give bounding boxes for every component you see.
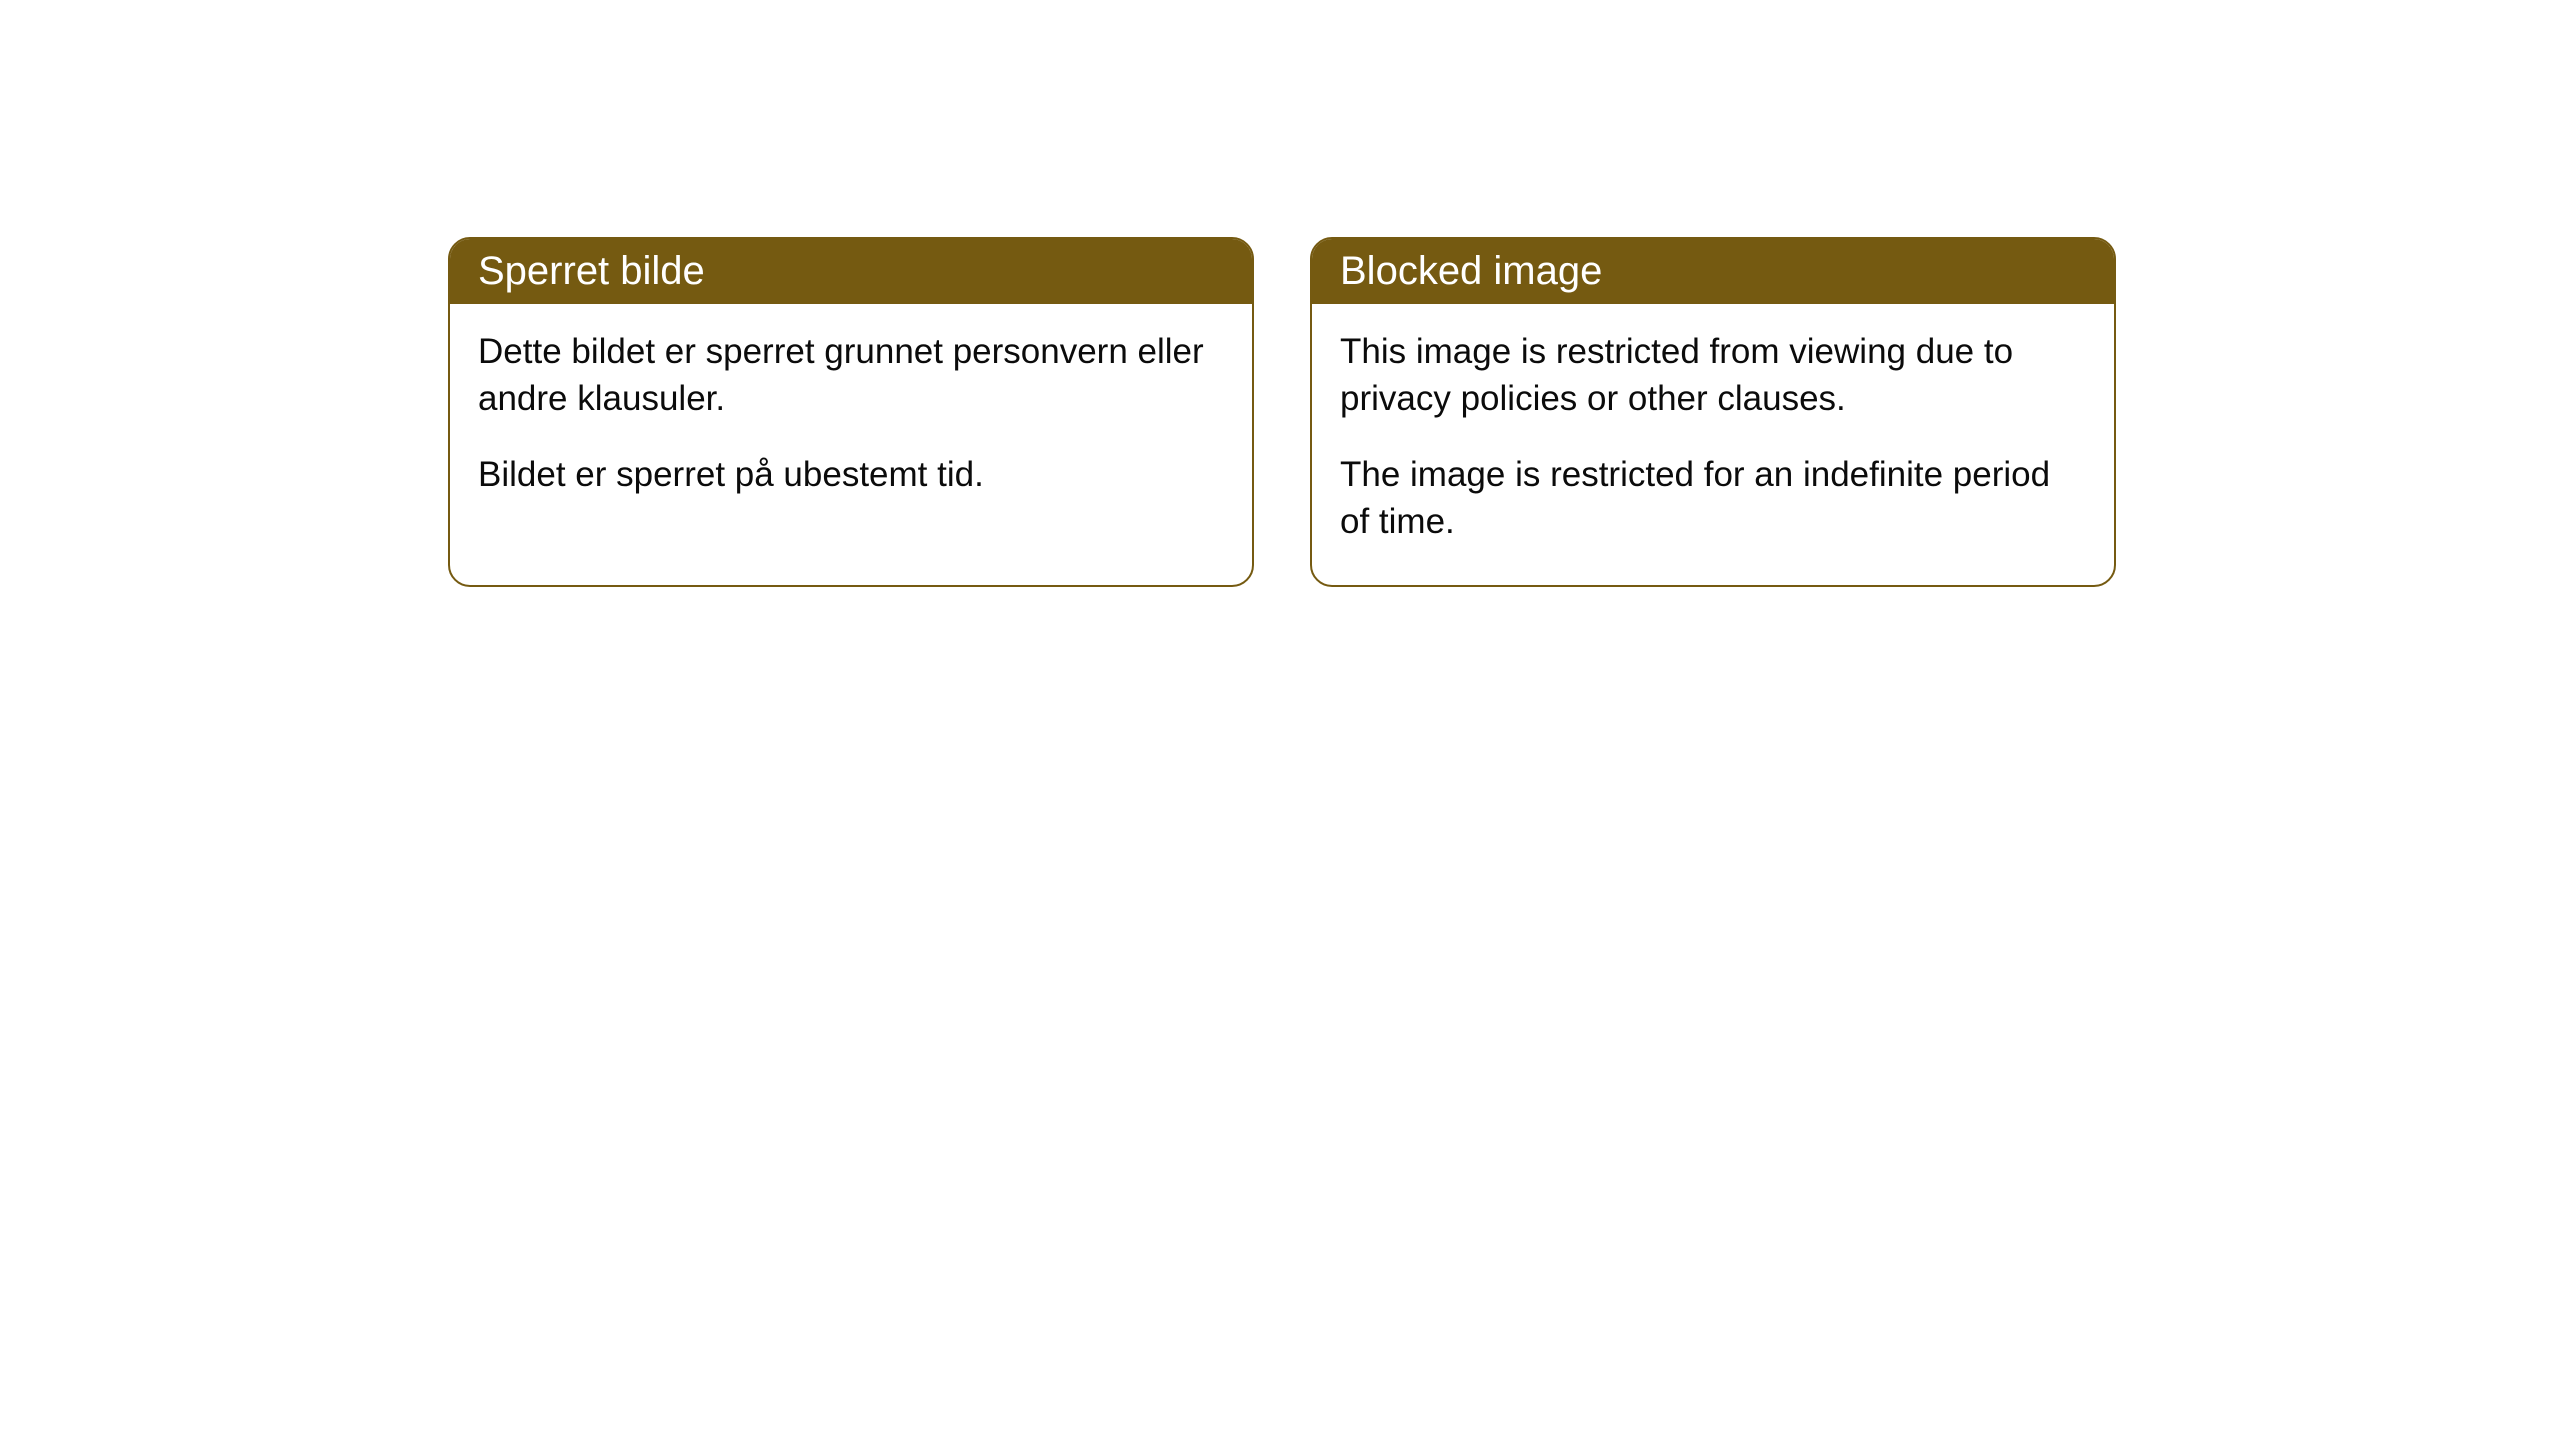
card-paragraph: Bildet er sperret på ubestemt tid. bbox=[478, 451, 1224, 498]
notice-card-english: Blocked image This image is restricted f… bbox=[1310, 237, 2116, 587]
card-paragraph: The image is restricted for an indefinit… bbox=[1340, 451, 2086, 546]
notice-cards-container: Sperret bilde Dette bildet er sperret gr… bbox=[448, 237, 2116, 587]
card-title: Sperret bilde bbox=[478, 249, 705, 293]
card-header: Blocked image bbox=[1312, 239, 2114, 304]
card-header: Sperret bilde bbox=[450, 239, 1252, 304]
card-paragraph: This image is restricted from viewing du… bbox=[1340, 328, 2086, 423]
notice-card-norwegian: Sperret bilde Dette bildet er sperret gr… bbox=[448, 237, 1254, 587]
card-title: Blocked image bbox=[1340, 249, 1602, 293]
card-paragraph: Dette bildet er sperret grunnet personve… bbox=[478, 328, 1224, 423]
card-body: Dette bildet er sperret grunnet personve… bbox=[450, 304, 1252, 538]
card-body: This image is restricted from viewing du… bbox=[1312, 304, 2114, 585]
